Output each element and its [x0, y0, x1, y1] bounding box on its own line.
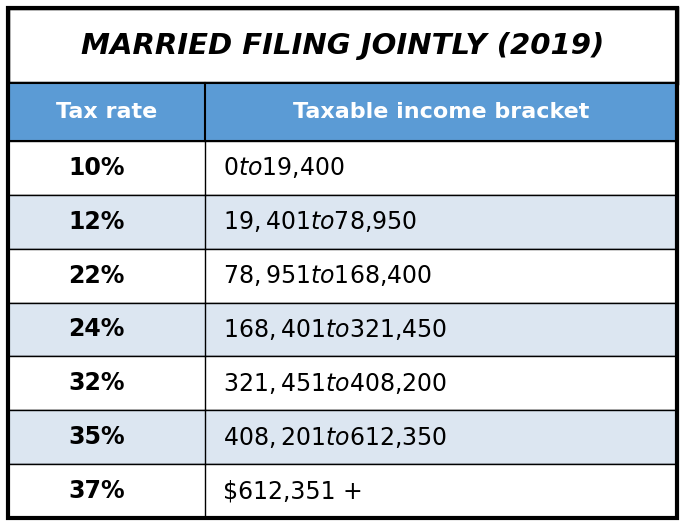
- Text: 32%: 32%: [68, 371, 125, 396]
- Text: 22%: 22%: [68, 264, 125, 288]
- Text: 35%: 35%: [68, 425, 125, 449]
- Text: MARRIED FILING JOINTLY (2019): MARRIED FILING JOINTLY (2019): [81, 32, 604, 59]
- Text: 37%: 37%: [68, 479, 125, 503]
- Text: Taxable income bracket: Taxable income bracket: [293, 102, 589, 122]
- Bar: [8, 195, 677, 249]
- Bar: [8, 83, 677, 141]
- Bar: [8, 302, 677, 357]
- Text: 10%: 10%: [68, 156, 125, 180]
- Text: $19,401 to $78,950: $19,401 to $78,950: [223, 209, 417, 234]
- Bar: [8, 410, 677, 464]
- Bar: [8, 8, 677, 83]
- Text: $78,951 to $168,400: $78,951 to $168,400: [223, 263, 432, 288]
- Text: $321,451 to $408,200: $321,451 to $408,200: [223, 371, 447, 396]
- Bar: [8, 249, 677, 302]
- Text: 24%: 24%: [68, 318, 125, 341]
- Text: 12%: 12%: [68, 210, 125, 234]
- Text: Tax rate: Tax rate: [56, 102, 158, 122]
- Bar: [8, 464, 677, 518]
- Text: $168,401 to $321,450: $168,401 to $321,450: [223, 317, 447, 342]
- Bar: [8, 357, 677, 410]
- Text: $0 to $19,400: $0 to $19,400: [223, 155, 345, 180]
- Text: $612,351 +: $612,351 +: [223, 479, 363, 503]
- Bar: [8, 141, 677, 195]
- Text: $408,201 to $612,350: $408,201 to $612,350: [223, 424, 447, 450]
